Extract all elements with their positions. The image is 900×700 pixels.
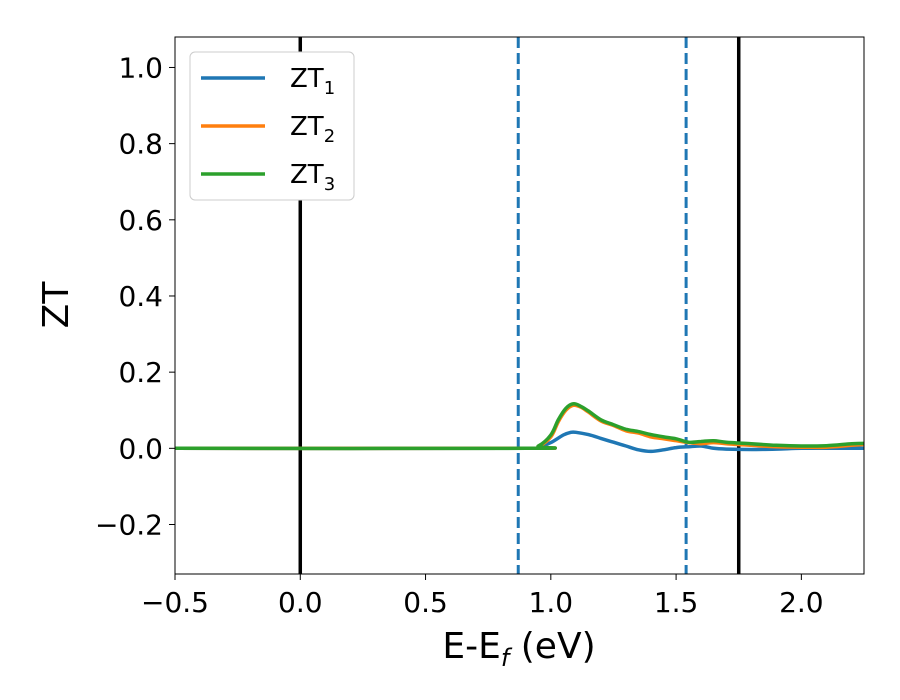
legend-frame xyxy=(189,51,355,201)
y-tick-label: 0.4 xyxy=(118,280,163,313)
y-tick-label: 0.8 xyxy=(118,128,163,161)
series-lines xyxy=(175,402,864,454)
x-tick-label: 2.0 xyxy=(779,586,824,619)
x-axis: −0.5 0.0 0.5 1.0 1.5 2.0 xyxy=(141,574,824,619)
plot-frame xyxy=(174,36,865,575)
series-line-1 xyxy=(175,430,864,454)
legend-label-2: ZT2 xyxy=(290,112,335,147)
y-tick-label: −0.2 xyxy=(95,508,163,541)
x-tick-label: −0.5 xyxy=(141,586,209,619)
legend-label-3: ZT3 xyxy=(290,160,335,195)
x-tick-label: 0.0 xyxy=(278,586,323,619)
legend-label-1: ZT1 xyxy=(290,64,335,99)
x-axis-title: E-Ef (eV) xyxy=(442,626,595,672)
y-tick-label: 1.0 xyxy=(118,51,163,84)
legend: ZT1 ZT2 ZT3 xyxy=(189,51,355,201)
y-tick-label: 0.2 xyxy=(118,356,163,389)
y-axis: −0.2 0.0 0.2 0.4 0.6 0.8 1.0 xyxy=(95,51,175,541)
y-axis-title: ZT xyxy=(36,281,77,329)
y-tick-label: 0.0 xyxy=(118,432,163,465)
series-line-3 xyxy=(175,402,864,451)
x-tick-label: 1.0 xyxy=(529,586,574,619)
x-tick-label: 1.5 xyxy=(654,586,699,619)
x-tick-label: 0.5 xyxy=(403,586,448,619)
y-tick-label: 0.6 xyxy=(118,204,163,237)
